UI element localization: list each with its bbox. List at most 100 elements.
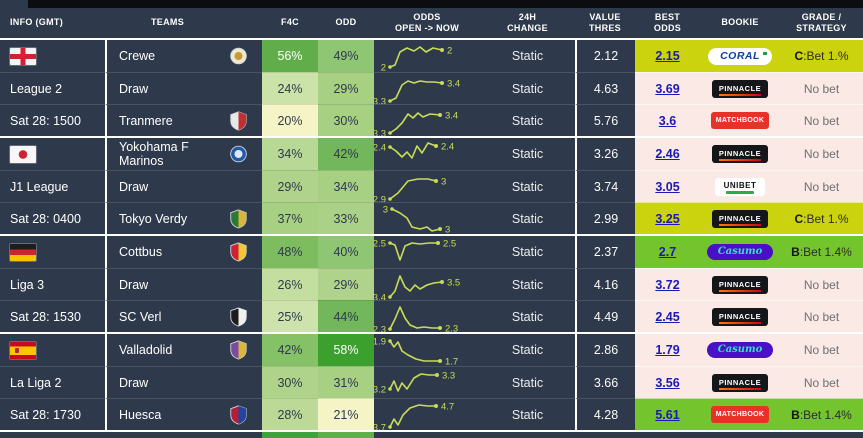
best-odds-link[interactable]: 3.69 — [655, 81, 680, 96]
team-crest-icon — [230, 306, 247, 327]
grade-strategy-cell: C:Bet 1.% — [780, 40, 863, 72]
svg-text:2.3: 2.3 — [374, 324, 386, 332]
column-header-odd: ODD — [335, 17, 357, 28]
svg-text:3: 3 — [383, 204, 388, 215]
best-odds-link[interactable]: 3.25 — [655, 211, 680, 226]
best-odds-link[interactable]: 1.79 — [655, 343, 680, 357]
team-name: Cottbus — [119, 245, 163, 259]
column-header-thres-line1: VALUE — [589, 11, 621, 22]
odds-sparkline-chart: 3.4 3.5 — [374, 268, 480, 300]
unibet-bookie-logo[interactable]: UNIBET — [714, 177, 766, 196]
japan-flag-icon — [10, 145, 36, 163]
team-crest-icon — [230, 404, 247, 425]
team-cell: Tokyo Verdy — [105, 202, 262, 234]
coral-bookie-logo[interactable]: CORAL — [708, 47, 772, 65]
best-odds-link[interactable]: 2.45 — [655, 309, 680, 324]
best-odds-link[interactable]: 2.46 — [655, 147, 680, 161]
pinnacle-bookie-logo[interactable]: PINNACLE — [711, 79, 769, 98]
odd-percent-cell: 29% — [318, 72, 374, 104]
column-header-best-line1: BEST — [654, 11, 681, 22]
svg-text:3: 3 — [441, 176, 446, 187]
table-row: League 2 Draw 24% 29% 3.3 3.4 Static 4.63… — [0, 72, 863, 104]
odds-sparkline-svg: 2.4 2.4 — [374, 142, 454, 159]
bookie-logo-label: PINNACLE — [718, 83, 762, 93]
best-odds-cell: 3.69 — [635, 72, 700, 104]
best-odds-cell: 3.6 — [635, 104, 700, 136]
best-odds-link[interactable]: 3.56 — [655, 375, 680, 390]
best-odds-link[interactable]: 3.05 — [655, 179, 680, 194]
best-odds-link[interactable]: 5.61 — [655, 407, 680, 422]
bookie-logo-bar — [726, 190, 754, 194]
best-odds-link[interactable]: 2.7 — [658, 245, 677, 259]
table-row: Cottbus 48% 40% 2.5 2.5 Static 2.37 2.7 C… — [0, 236, 863, 268]
casumo-bookie-logo[interactable]: Casumo — [706, 342, 774, 358]
value-thres-cell: 3.26 — [575, 138, 635, 170]
odd-percent-cell: 21% — [318, 398, 374, 430]
table-row: Yokohama F Marinos 34% 42% 2.4 2.4 Static… — [0, 138, 863, 170]
team-crest — [229, 242, 248, 262]
best-odds-link[interactable]: 2.15 — [655, 49, 680, 63]
odd-percent-cell: 31% — [318, 366, 374, 398]
odds-sparkline-chart: 2.3 2.3 — [374, 300, 480, 332]
grade-strategy-text: :Bet 1.4% — [799, 245, 852, 259]
24h-change-cell: Static — [480, 170, 575, 202]
odds-sparkline-svg: 3.4 3.5 — [374, 274, 460, 300]
column-header-teams: TEAMS — [151, 17, 184, 28]
pinnacle-bookie-logo[interactable]: PINNACLE — [711, 307, 769, 326]
best-odds-link[interactable]: 3.6 — [658, 113, 677, 128]
grade-letter: B — [791, 407, 800, 422]
24h-change-cell: Static — [480, 202, 575, 234]
odd-percent-cell: 29% — [318, 268, 374, 300]
svg-text:3.4: 3.4 — [447, 78, 460, 89]
odd-percent-cell: 30% — [318, 104, 374, 136]
league-name: La Liga 2 — [0, 366, 105, 398]
grade-letter: B — [791, 245, 800, 259]
svg-text:2.5: 2.5 — [374, 239, 386, 250]
team-crest-icon — [230, 208, 247, 229]
24h-change-cell: Static — [511, 147, 544, 161]
team-cell: SC Verl — [105, 300, 262, 332]
bookie-logo-label: Casumo — [717, 246, 763, 257]
pinnacle-bookie-logo[interactable]: PINNACLE — [711, 275, 769, 294]
f4c-percent-cell: 56% — [262, 40, 318, 72]
column-header-f4c: F4C — [281, 17, 299, 28]
bookie-cell: CORAL — [700, 40, 780, 72]
team-name: Huesca — [119, 407, 162, 422]
odd-percent-cell: 33% — [318, 202, 374, 234]
team-cell: Tranmere — [105, 104, 262, 136]
f4c-percent-cell: 30% — [262, 366, 318, 398]
bookie-logo-label: PINNACLE — [718, 377, 762, 387]
team-name: Crewe — [119, 49, 156, 63]
bookie-logo-bar — [718, 289, 762, 292]
team-name: Draw — [119, 277, 149, 292]
grade-strategy-cell: No bet — [780, 170, 863, 202]
team-cell: Draw — [105, 170, 262, 202]
england-flag-icon — [10, 47, 36, 65]
team-crest-icon — [230, 145, 247, 163]
matchbook-bookie-logo[interactable]: MATCHBOOK — [710, 112, 770, 129]
bookie-cell: PINNACLE — [700, 268, 780, 300]
pinnacle-bookie-logo[interactable]: PINNACLE — [711, 209, 769, 228]
f4c-percent-cell: 42% — [262, 334, 318, 366]
f4c-percent-cell: 28% — [262, 398, 318, 430]
pinnacle-bookie-logo[interactable]: PINNACLE — [711, 373, 769, 392]
odds-sparkline-svg: 2.93 — [374, 176, 446, 202]
f4c-percent-cell: 37% — [262, 202, 318, 234]
svg-text:2.4: 2.4 — [441, 142, 454, 153]
best-odds-cell: 2.46 — [635, 138, 700, 170]
f4c-percent-cell: 29% — [262, 170, 318, 202]
info-cell — [0, 138, 105, 170]
matchbook-bookie-logo[interactable]: MATCHBOOK — [710, 406, 770, 423]
team-crest — [229, 46, 248, 66]
pinnacle-bookie-logo[interactable]: PINNACLE — [711, 145, 769, 163]
svg-text:3.2: 3.2 — [374, 384, 386, 395]
casumo-bookie-logo[interactable]: Casumo — [706, 244, 774, 260]
column-header-grade-line1: GRADE / — [801, 11, 842, 22]
column-header-change-line2: CHANGE — [507, 23, 548, 33]
best-odds-link[interactable]: 3.72 — [655, 277, 680, 292]
bookie-cell: Casumo — [700, 236, 780, 268]
odds-sparkline-chart: 2.5 2.5 — [374, 236, 480, 268]
spain-flag-icon — [10, 341, 36, 359]
grade-strategy-cell: No bet — [780, 366, 863, 398]
svg-text:3.4: 3.4 — [374, 292, 386, 300]
